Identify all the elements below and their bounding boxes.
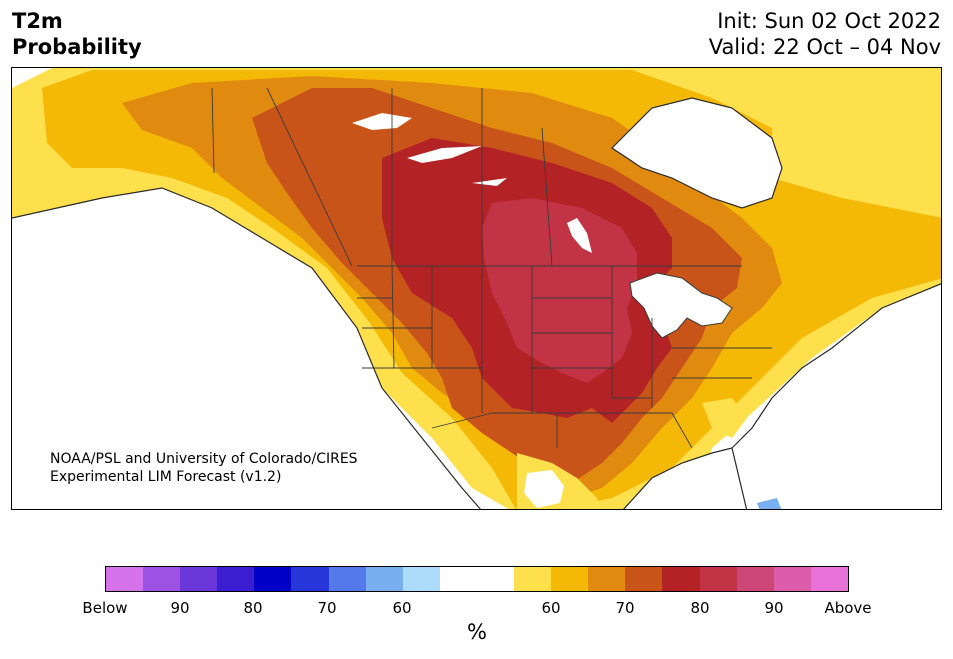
credit-line-2: Experimental LIM Forecast (v1.2) <box>50 469 282 485</box>
colorbar-tick-label: 80 <box>243 599 263 617</box>
colorbar-swatch <box>588 567 626 591</box>
northern-lake-2 <box>407 146 482 163</box>
colorbar-swatch <box>514 567 552 591</box>
mexico-white <box>524 470 564 508</box>
probability-map: NOAA/PSL and University of Colorado/CIRE… <box>11 67 942 510</box>
colorbar-swatch <box>810 567 848 591</box>
political-borders <box>211 87 772 449</box>
forecast-dates: Init: Sun 02 Oct 2022 Valid: 22 Oct – 04… <box>709 8 941 60</box>
valid-period: Valid: 22 Oct – 04 Nov <box>708 35 941 59</box>
colorbar-swatch <box>625 567 663 591</box>
map-canvas <box>12 68 941 509</box>
colorbar-swatch <box>402 567 440 591</box>
colorbar-tick-label: 60 <box>541 599 561 617</box>
credit-line-1: NOAA/PSL and University of Colorado/CIRE… <box>50 451 358 467</box>
colorbar-tick-label: 70 <box>317 599 337 617</box>
init-date: Init: Sun 02 Oct 2022 <box>717 9 941 33</box>
pacific-coast <box>12 188 481 509</box>
title-line-2: Probability <box>12 35 142 59</box>
colorbar-swatch <box>143 567 181 591</box>
colorbar <box>105 566 849 592</box>
colorbar-swatch <box>180 567 218 591</box>
colorbar-tick-label: 90 <box>764 599 784 617</box>
colorbar-tick-label: 70 <box>615 599 635 617</box>
prob-band-80 <box>482 198 637 383</box>
colorbar-swatch <box>106 567 144 591</box>
colorbar-swatch <box>439 567 477 591</box>
colorbar-swatch <box>736 567 774 591</box>
hudson-bay <box>612 98 782 208</box>
map-title: T2m Probability <box>12 8 142 60</box>
florida-yellow <box>702 398 747 438</box>
colorbar-swatch <box>254 567 292 591</box>
caribbean-blue <box>757 498 782 509</box>
atlantic-coast <box>732 283 941 509</box>
colorbar-swatch <box>365 567 403 591</box>
great-lakes <box>629 272 733 339</box>
lake-winnipeg <box>567 218 592 253</box>
northern-lake-3 <box>472 178 507 186</box>
colorbar-swatch <box>476 567 515 591</box>
colorbar-swatch <box>291 567 329 591</box>
colorbar-swatch <box>217 567 255 591</box>
colorbar-swatch <box>773 567 811 591</box>
credit-text: NOAA/PSL and University of Colorado/CIRE… <box>50 450 358 486</box>
colorbar-unit-label: % <box>467 620 487 644</box>
colorbar-tick-label: 90 <box>170 599 190 617</box>
colorbar-tick-label: Above <box>824 599 872 617</box>
northern-lake-1 <box>352 113 412 130</box>
colorbar-swatch <box>662 567 700 591</box>
colorbar-swatch <box>328 567 366 591</box>
coastline <box>12 97 941 509</box>
colorbar-tick-label: 80 <box>690 599 710 617</box>
colorbar-tick-label: 60 <box>392 599 412 617</box>
colorbar-tick-label: Below <box>82 599 128 617</box>
gulf-mexico <box>623 448 771 509</box>
title-line-1: T2m <box>12 9 63 33</box>
colorbar-swatch <box>699 567 737 591</box>
colorbar-swatch <box>551 567 589 591</box>
